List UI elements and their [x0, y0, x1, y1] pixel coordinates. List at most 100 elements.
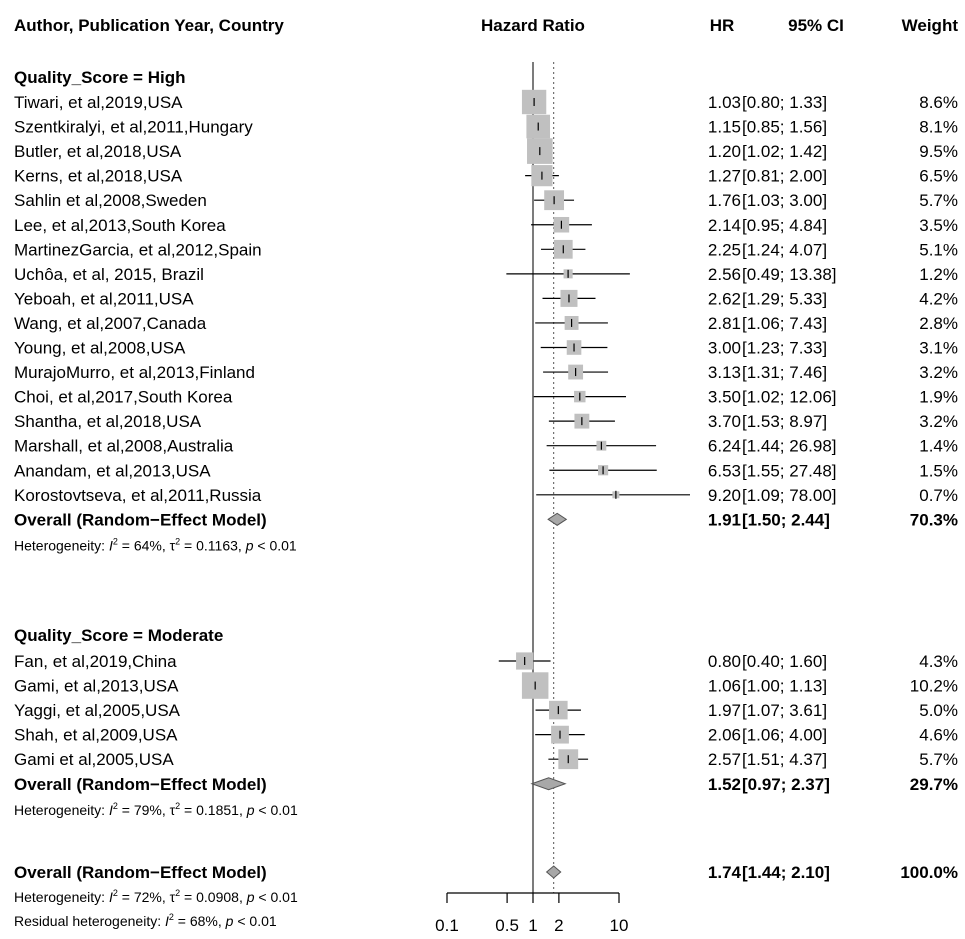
weight-value: 1.5%: [919, 461, 958, 480]
hr-value: 2.62: [708, 289, 741, 308]
overall-diamond: [545, 865, 562, 879]
ci-value: [1.00; 1.13]: [742, 677, 827, 696]
weight-value: 5.0%: [919, 701, 958, 720]
ci-value: [1.06; 7.43]: [742, 314, 827, 333]
ci-value: [1.51; 4.37]: [742, 750, 827, 769]
hr-value: 6.53: [708, 461, 741, 480]
hr-value: 3.70: [708, 412, 741, 431]
x-tick-label: 2: [554, 916, 563, 935]
overall-weight: 100.0%: [900, 863, 958, 882]
hr-value: 2.81: [708, 314, 741, 333]
ci-value: [1.02; 1.42]: [742, 142, 827, 161]
overall-hr: 1.52: [708, 775, 741, 794]
ci-value: [0.85; 1.56]: [742, 118, 827, 137]
x-tick-label: 1: [528, 916, 537, 935]
study-label: Korostovtseva, et al,2011,Russia: [14, 486, 262, 505]
heterogeneity-text: Heterogeneity: I2 = 79%, τ2 = 0.1851, p …: [14, 801, 298, 818]
weight-value: 8.6%: [919, 93, 958, 112]
study-label: Marshall, et al,2008,Australia: [14, 437, 234, 456]
weight-value: 10.2%: [910, 677, 958, 696]
study-label: Kerns, et al,2018,USA: [14, 167, 183, 186]
hr-value: 1.97: [708, 701, 741, 720]
overall-heterogeneity-text: Heterogeneity: I2 = 72%, τ2 = 0.0908, p …: [14, 888, 298, 905]
study-label: Szentkiralyi, et al,2011,Hungary: [14, 118, 253, 137]
study-label: Lee, et al,2013,South Korea: [14, 216, 226, 235]
heterogeneity-text: Heterogeneity: I2 = 64%, τ2 = 0.1163, p …: [14, 536, 297, 553]
ci-value: [1.07; 3.61]: [742, 701, 827, 720]
x-tick-label: 0.5: [495, 916, 519, 935]
study-label: Sahlin et al,2008,Sweden: [14, 191, 207, 210]
overall-weight: 70.3%: [910, 510, 958, 529]
overall-weight: 29.7%: [910, 775, 958, 794]
subgroup-label: Quality_Score = Moderate: [14, 626, 223, 645]
subgroup-label: Quality_Score = High: [14, 68, 185, 87]
x-axis: 0.1 0.5 1 2 10: [435, 892, 629, 935]
overall-hr: 1.74: [708, 863, 742, 882]
study-label: Gami et al,2005,USA: [14, 750, 174, 769]
study-label: Yeboah, et al,2011,USA: [14, 289, 194, 308]
subgroup-diamond: [530, 777, 567, 791]
weight-value: 6.5%: [919, 167, 958, 186]
hr-value: 3.50: [708, 388, 741, 407]
hr-value: 2.57: [708, 750, 741, 769]
study-label: Shah, et al,2009,USA: [14, 726, 178, 745]
overall-ci: [1.50; 2.44]: [742, 510, 830, 529]
study-label: Uchôa, et al, 2015, Brazil: [14, 265, 204, 284]
hr-value: 2.25: [708, 240, 741, 259]
overall-label: Overall (Random−Effect Model): [14, 510, 267, 529]
hr-value: 9.20: [708, 486, 741, 505]
ci-value: [1.44; 26.98]: [742, 437, 837, 456]
x-tick-label: 10: [610, 916, 629, 935]
ci-value: [1.53; 8.97]: [742, 412, 827, 431]
study-label: MurajoMurro, et al,2013,Finland: [14, 363, 255, 382]
overall-ci: [0.97; 2.37]: [742, 775, 830, 794]
overall-hr: 1.91: [708, 510, 741, 529]
ci-value: [0.81; 2.00]: [742, 167, 827, 186]
ci-value: [1.02; 12.06]: [742, 388, 837, 407]
study-label: Anandam, et al,2013,USA: [14, 461, 211, 480]
ci-value: [1.24; 4.07]: [742, 240, 827, 259]
plot-rows: Quality_Score = High Tiwari, et al,2019,U…: [14, 68, 958, 929]
hr-value: 2.56: [708, 265, 741, 284]
hr-value: 3.00: [708, 339, 741, 358]
study-label: Gami, et al,2013,USA: [14, 677, 179, 696]
residual-heterogeneity-text: Residual heterogeneity: I2 = 68%, p < 0.…: [14, 912, 277, 929]
weight-value: 9.5%: [919, 142, 958, 161]
weight-value: 4.6%: [919, 726, 958, 745]
overall-ci: [1.44; 2.10]: [742, 863, 830, 882]
weight-value: 1.2%: [919, 265, 958, 284]
ci-value: [1.06; 4.00]: [742, 726, 827, 745]
hr-value: 6.24: [708, 437, 741, 456]
hr-value: 0.80: [708, 652, 741, 671]
study-label: Wang, et al,2007,Canada: [14, 314, 207, 333]
weight-value: 5.1%: [919, 240, 958, 259]
hr-value: 1.76: [708, 191, 741, 210]
weight-value: 1.4%: [919, 437, 958, 456]
hr-value: 3.13: [708, 363, 741, 382]
overall-label: Overall (Random−Effect Model): [14, 775, 267, 794]
header-ci: 95% CI: [788, 16, 844, 35]
hr-value: 2.06: [708, 726, 741, 745]
ci-value: [1.55; 27.48]: [742, 461, 837, 480]
weight-value: 4.3%: [919, 652, 958, 671]
subgroup-diamond: [547, 512, 568, 526]
ci-value: [0.40; 1.60]: [742, 652, 827, 671]
study-label: Yaggi, et al,2005,USA: [14, 701, 181, 720]
ci-value: [1.29; 5.33]: [742, 289, 827, 308]
hr-value: 1.03: [708, 93, 741, 112]
weight-value: 5.7%: [919, 191, 958, 210]
weight-value: 8.1%: [919, 118, 958, 137]
overall-label: Overall (Random−Effect Model): [14, 863, 267, 882]
weight-value: 3.5%: [919, 216, 958, 235]
hr-value: 1.20: [708, 142, 741, 161]
study-label: Tiwari, et al,2019,USA: [14, 93, 183, 112]
ci-value: [1.23; 7.33]: [742, 339, 827, 358]
header-study: Author, Publication Year, Country: [14, 16, 284, 35]
hr-value: 1.27: [708, 167, 741, 186]
weight-value: 3.2%: [919, 363, 958, 382]
study-label: Fan, et al,2019,China: [14, 652, 177, 671]
study-label: Choi, et al,2017,South Korea: [14, 388, 233, 407]
ci-value: [0.80; 1.33]: [742, 93, 827, 112]
study-label: Young, et al,2008,USA: [14, 339, 186, 358]
